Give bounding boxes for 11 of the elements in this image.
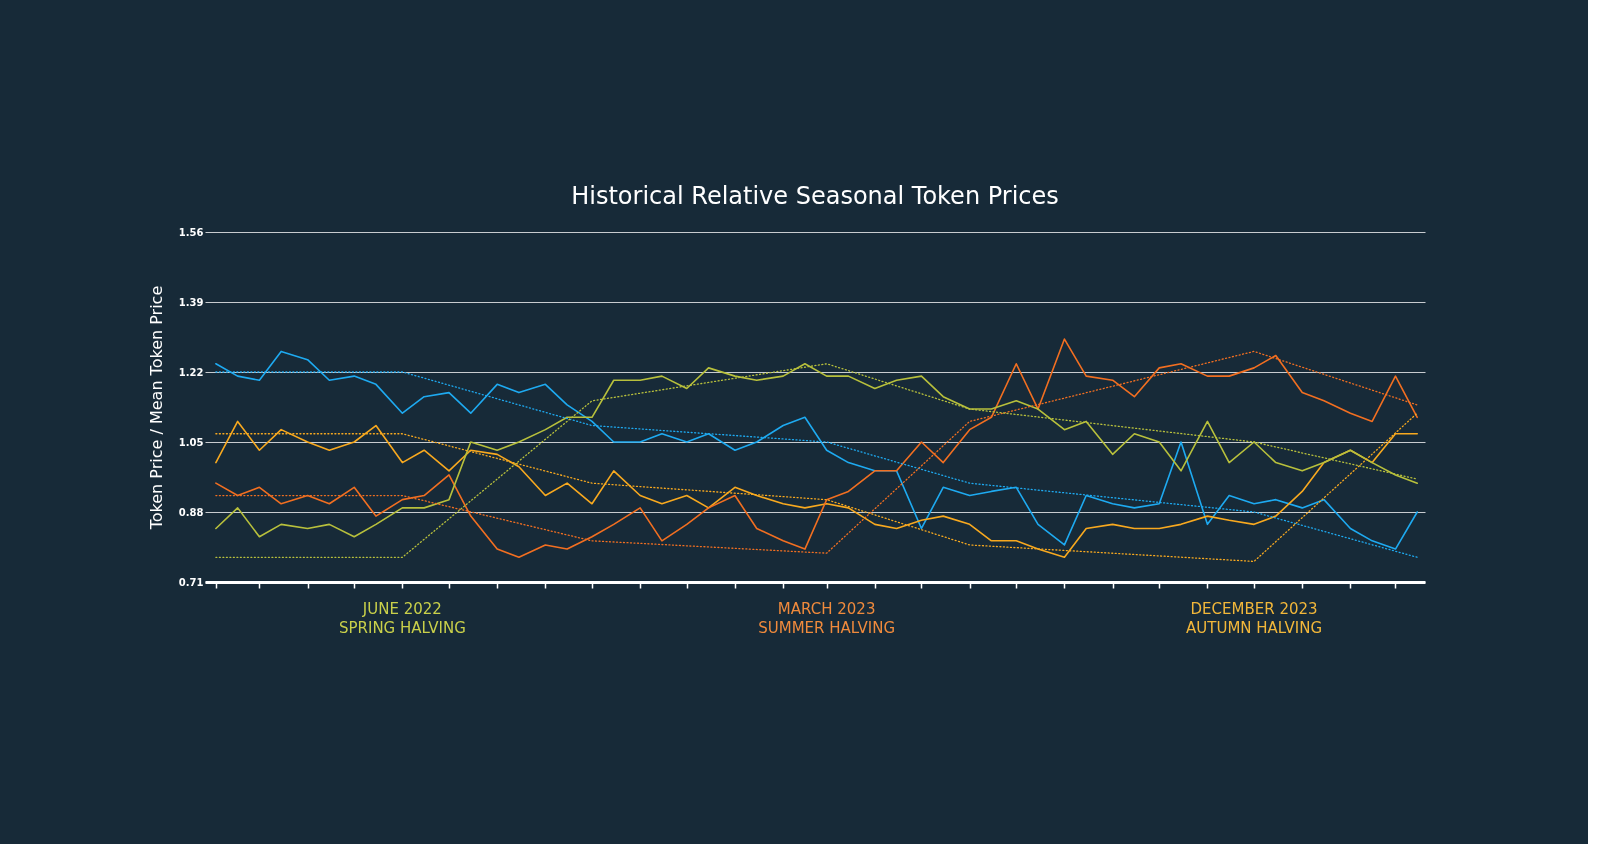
chart-title: Historical Relative Seasonal Token Prices bbox=[571, 182, 1059, 210]
y-tick-label: 1.05 bbox=[178, 436, 204, 448]
y-tick-label: 1.39 bbox=[178, 296, 204, 308]
y-tick-label: 0.71 bbox=[178, 576, 204, 588]
x-tick-label: JUNE 2022 SPRING HALVING bbox=[338, 600, 466, 637]
y-tick-label: 0.88 bbox=[178, 506, 204, 518]
y-tick-label: 1.56 bbox=[178, 226, 204, 238]
x-tick-label: MARCH 2023 SUMMER HALVING bbox=[758, 600, 896, 637]
y-tick-label: 1.22 bbox=[178, 366, 204, 378]
x-tick-label: DECEMBER 2023 AUTUMN HALVING bbox=[1186, 600, 1323, 637]
y-axis-title: Token Price / Mean Token Price bbox=[146, 285, 166, 531]
